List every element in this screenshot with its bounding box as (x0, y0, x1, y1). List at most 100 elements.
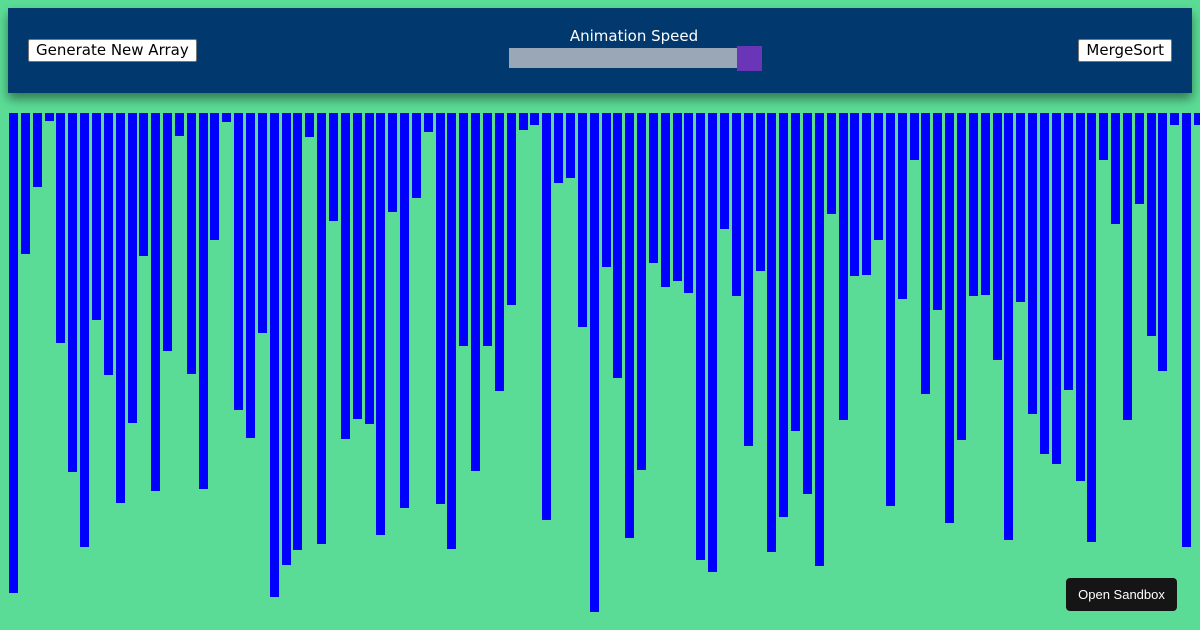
array-bar (447, 113, 456, 549)
array-bar (483, 113, 492, 346)
array-bar (519, 113, 528, 130)
array-bar (1135, 113, 1144, 204)
array-bar (1194, 113, 1200, 125)
array-bar (827, 113, 836, 214)
array-bar (815, 113, 824, 566)
array-bar (1004, 113, 1013, 540)
array-bar (696, 113, 705, 560)
array-bar (625, 113, 634, 538)
array-bar (80, 113, 89, 547)
array-bar (791, 113, 800, 431)
array-bar (981, 113, 990, 295)
array-bar (222, 113, 231, 122)
array-bar (945, 113, 954, 523)
array-bar (803, 113, 812, 494)
mergesort-button[interactable]: MergeSort (1078, 39, 1172, 62)
array-bar (720, 113, 729, 229)
array-bar (1064, 113, 1073, 390)
array-bar (199, 113, 208, 489)
array-bar (376, 113, 385, 535)
animation-speed-slider[interactable] (509, 48, 762, 68)
array-bar (1028, 113, 1037, 414)
array-bar (317, 113, 326, 544)
array-bar (9, 113, 18, 593)
array-bar (1076, 113, 1085, 481)
array-bar (933, 113, 942, 310)
array-bar (732, 113, 741, 296)
array-bar (862, 113, 871, 275)
open-sandbox-button[interactable]: Open Sandbox (1066, 578, 1177, 611)
animation-speed-slider-thumb[interactable] (737, 46, 762, 71)
array-bar (708, 113, 717, 572)
array-bar (1040, 113, 1049, 454)
array-bar (637, 113, 646, 470)
array-bar (341, 113, 350, 439)
array-bar (459, 113, 468, 346)
array-bar (756, 113, 765, 271)
array-bar (649, 113, 658, 263)
array-bar (210, 113, 219, 240)
array-bar (400, 113, 409, 508)
array-bars (0, 113, 1200, 630)
array-bar (993, 113, 1002, 360)
array-bar (258, 113, 267, 333)
array-bar (850, 113, 859, 276)
array-bar (424, 113, 433, 132)
array-bar (1170, 113, 1179, 125)
array-bar (365, 113, 374, 424)
array-bar (246, 113, 255, 438)
array-bar (270, 113, 279, 597)
array-bar (305, 113, 314, 137)
array-bar (898, 113, 907, 299)
array-bar (282, 113, 291, 565)
array-bar (163, 113, 172, 351)
array-bar (578, 113, 587, 327)
array-bar (56, 113, 65, 343)
array-bar (293, 113, 302, 550)
toolbar: Generate New Array Animation Speed Merge… (8, 8, 1192, 93)
array-bar (68, 113, 77, 472)
array-bar (139, 113, 148, 256)
array-bar (839, 113, 848, 420)
array-bar (1182, 113, 1191, 547)
array-bar (530, 113, 539, 125)
array-bar (957, 113, 966, 440)
array-bar (661, 113, 670, 287)
array-bar (1111, 113, 1120, 224)
array-bar (151, 113, 160, 491)
array-bar (92, 113, 101, 320)
array-bar (329, 113, 338, 221)
array-bar (767, 113, 776, 552)
array-bar (566, 113, 575, 178)
array-bar (602, 113, 611, 267)
array-bar (910, 113, 919, 160)
array-bar (234, 113, 243, 410)
array-bar (116, 113, 125, 503)
array-bar (495, 113, 504, 391)
array-bar (187, 113, 196, 374)
array-bar (436, 113, 445, 504)
array-bar (45, 113, 54, 121)
array-bar (921, 113, 930, 394)
array-bar (874, 113, 883, 240)
generate-new-array-button[interactable]: Generate New Array (28, 39, 197, 62)
array-bar (684, 113, 693, 293)
array-bar (353, 113, 362, 419)
animation-speed-label: Animation Speed (569, 27, 699, 45)
array-bar (969, 113, 978, 296)
array-bar (1052, 113, 1061, 464)
array-bar (673, 113, 682, 281)
array-bar (412, 113, 421, 198)
array-bar (1099, 113, 1108, 160)
array-bar (542, 113, 551, 520)
array-bar (507, 113, 516, 305)
array-bar (1123, 113, 1132, 420)
array-bar (744, 113, 753, 446)
array-bar (1158, 113, 1167, 371)
array-bar (1016, 113, 1025, 302)
array-bar (33, 113, 42, 187)
array-bar (21, 113, 30, 254)
array-bar (886, 113, 895, 506)
array-bar (128, 113, 137, 423)
array-bar (1087, 113, 1096, 542)
